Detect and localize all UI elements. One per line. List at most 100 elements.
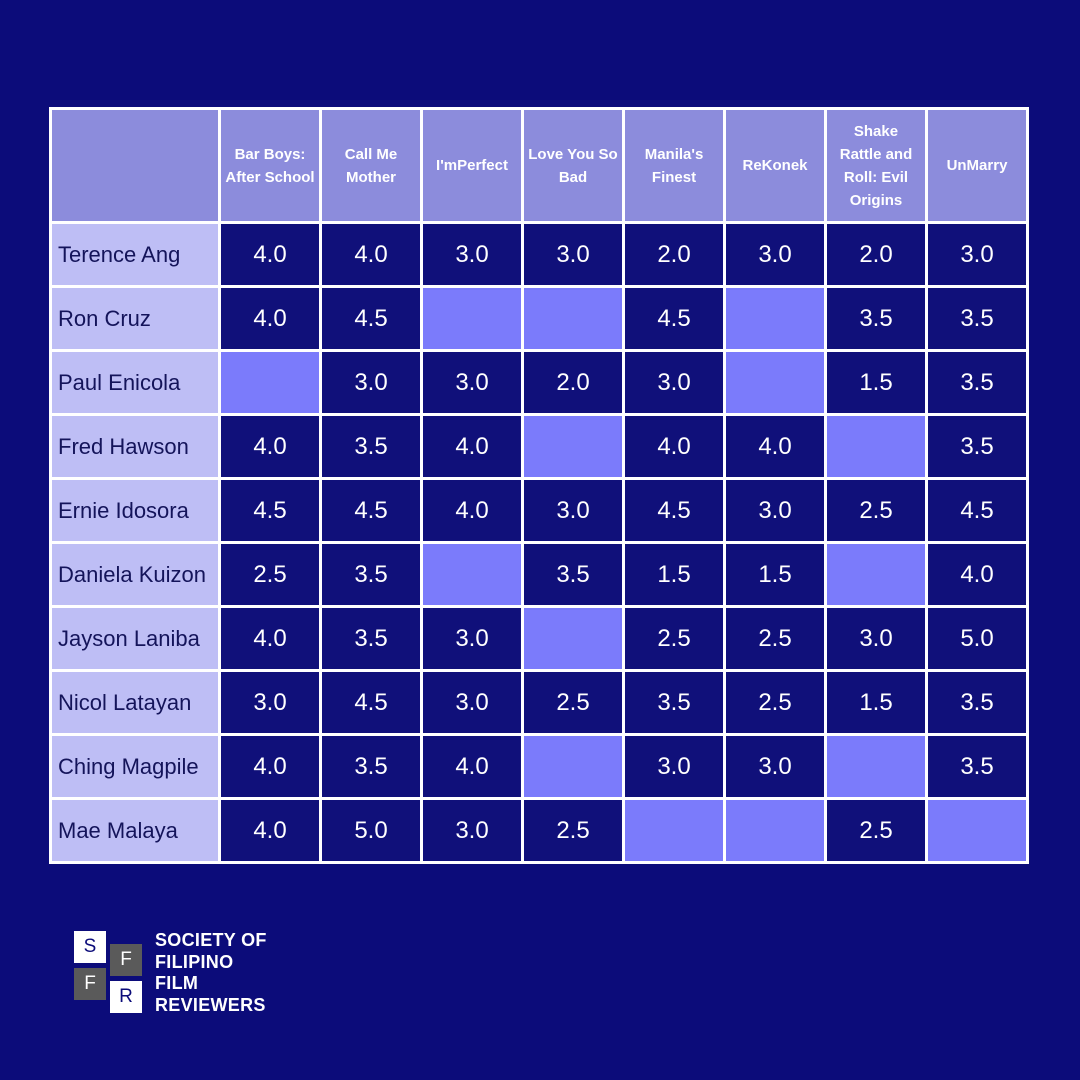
score-cell: 3.0 [521,221,625,288]
score-cell: 4.0 [622,413,726,480]
score-cell: 4.0 [218,413,322,480]
empty-score-cell [218,349,322,416]
header-row: Bar Boys: After School Call Me Mother I'mP… [49,107,1029,224]
critic-name-cell: Ching Magpile [49,733,221,800]
empty-score-cell [521,285,625,352]
score-cell: 2.5 [723,669,827,736]
ratings-table: Bar Boys: After School Call Me Mother I'mP… [49,107,1029,864]
score-cell: 4.5 [319,669,423,736]
column-header: Shake Rattle and Roll: Evil Origins [824,107,928,224]
table-row: Fred Hawson 4.0 3.5 4.0 4.0 4.0 3.5 [49,413,1029,480]
score-cell: 3.5 [319,733,423,800]
score-cell: 4.0 [218,285,322,352]
table-row: Ernie Idosora 4.5 4.5 4.0 3.0 4.5 3.0 2.5 4.5 [49,477,1029,544]
score-cell: 3.0 [723,221,827,288]
sffr-logo-mark: S F F R [74,931,146,1013]
score-cell: 2.5 [622,605,726,672]
score-cell: 4.5 [218,477,322,544]
table-row: Terence Ang 4.0 4.0 3.0 3.0 2.0 3.0 2.0 3.0 [49,221,1029,288]
empty-score-cell [521,605,625,672]
score-cell: 1.5 [723,541,827,608]
table-header: Bar Boys: After School Call Me Mother I'mP… [49,107,1029,224]
empty-score-cell [622,797,726,864]
score-cell: 4.5 [622,285,726,352]
score-cell: 4.5 [319,285,423,352]
score-cell: 1.5 [622,541,726,608]
critic-name-cell: Mae Malaya [49,797,221,864]
column-header: Call Me Mother [319,107,423,224]
score-cell: 4.5 [622,477,726,544]
score-cell: 3.0 [420,605,524,672]
empty-score-cell [521,413,625,480]
critic-name-cell: Ernie Idosora [49,477,221,544]
empty-score-cell [824,413,928,480]
table-row: Mae Malaya 4.0 5.0 3.0 2.5 2.5 [49,797,1029,864]
score-cell: 2.5 [723,605,827,672]
score-cell: 3.0 [723,733,827,800]
score-cell: 4.0 [218,797,322,864]
score-cell: 4.0 [925,541,1029,608]
score-cell: 3.0 [420,797,524,864]
column-header: UnMarry [925,107,1029,224]
score-cell: 3.5 [622,669,726,736]
empty-score-cell [824,541,928,608]
score-cell: 3.5 [925,349,1029,416]
score-cell: 3.5 [925,733,1029,800]
critic-name-cell: Daniela Kuizon [49,541,221,608]
column-header: ReKonek [723,107,827,224]
score-cell: 3.0 [521,477,625,544]
column-header: Manila's Finest [622,107,726,224]
score-cell: 3.0 [824,605,928,672]
score-cell: 5.0 [319,797,423,864]
column-header: Love You So Bad [521,107,625,224]
score-cell: 2.0 [521,349,625,416]
critic-name-cell: Paul Enicola [49,349,221,416]
logo-letter-r: R [110,981,142,1013]
empty-score-cell [420,541,524,608]
logo-text-line: FILIPINO [155,951,234,972]
score-cell: 3.0 [622,733,726,800]
logo-text-line: SOCIETY OF [155,930,267,950]
score-cell: 3.5 [925,285,1029,352]
score-cell: 5.0 [925,605,1029,672]
empty-score-cell [521,733,625,800]
score-cell: 4.0 [420,477,524,544]
critic-name-cell: Nicol Latayan [49,669,221,736]
score-cell: 2.5 [521,797,625,864]
logo-text-line: REVIEWERS [155,994,266,1015]
score-cell: 3.5 [925,413,1029,480]
score-cell: 4.5 [319,477,423,544]
empty-score-cell [420,285,524,352]
critic-name-cell: Terence Ang [49,221,221,288]
critic-name-cell: Jayson Laniba [49,605,221,672]
score-cell: 2.0 [824,221,928,288]
score-cell: 3.5 [824,285,928,352]
score-cell: 3.0 [723,477,827,544]
logo-letter-f-2: F [74,968,106,1000]
column-header: Bar Boys: After School [218,107,322,224]
empty-score-cell [723,349,827,416]
score-cell: 3.0 [420,349,524,416]
table-body: Terence Ang 4.0 4.0 3.0 3.0 2.0 3.0 2.0 3.0 Ron C… [49,221,1029,864]
score-cell: 3.5 [521,541,625,608]
score-cell: 4.0 [420,733,524,800]
score-cell: 3.0 [420,669,524,736]
empty-score-cell [824,733,928,800]
critic-name-cell: Fred Hawson [49,413,221,480]
score-cell: 2.5 [824,797,928,864]
empty-score-cell [723,797,827,864]
empty-score-cell [925,797,1029,864]
score-cell: 2.5 [218,541,322,608]
score-cell: 3.0 [622,349,726,416]
score-cell: 4.0 [420,413,524,480]
corner-cell [49,107,221,224]
table-row: Jayson Laniba 4.0 3.5 3.0 2.5 2.5 3.0 5.0 [49,605,1029,672]
score-cell: 4.0 [218,221,322,288]
score-cell: 3.5 [319,413,423,480]
table-row: Paul Enicola 3.0 3.0 2.0 3.0 1.5 3.5 [49,349,1029,416]
logo-letter-f: F [110,944,142,976]
score-cell: 3.5 [319,605,423,672]
score-cell: 1.5 [824,669,928,736]
score-cell: 2.5 [824,477,928,544]
table-row: Nicol Latayan 3.0 4.5 3.0 2.5 3.5 2.5 1.5 3.5 [49,669,1029,736]
